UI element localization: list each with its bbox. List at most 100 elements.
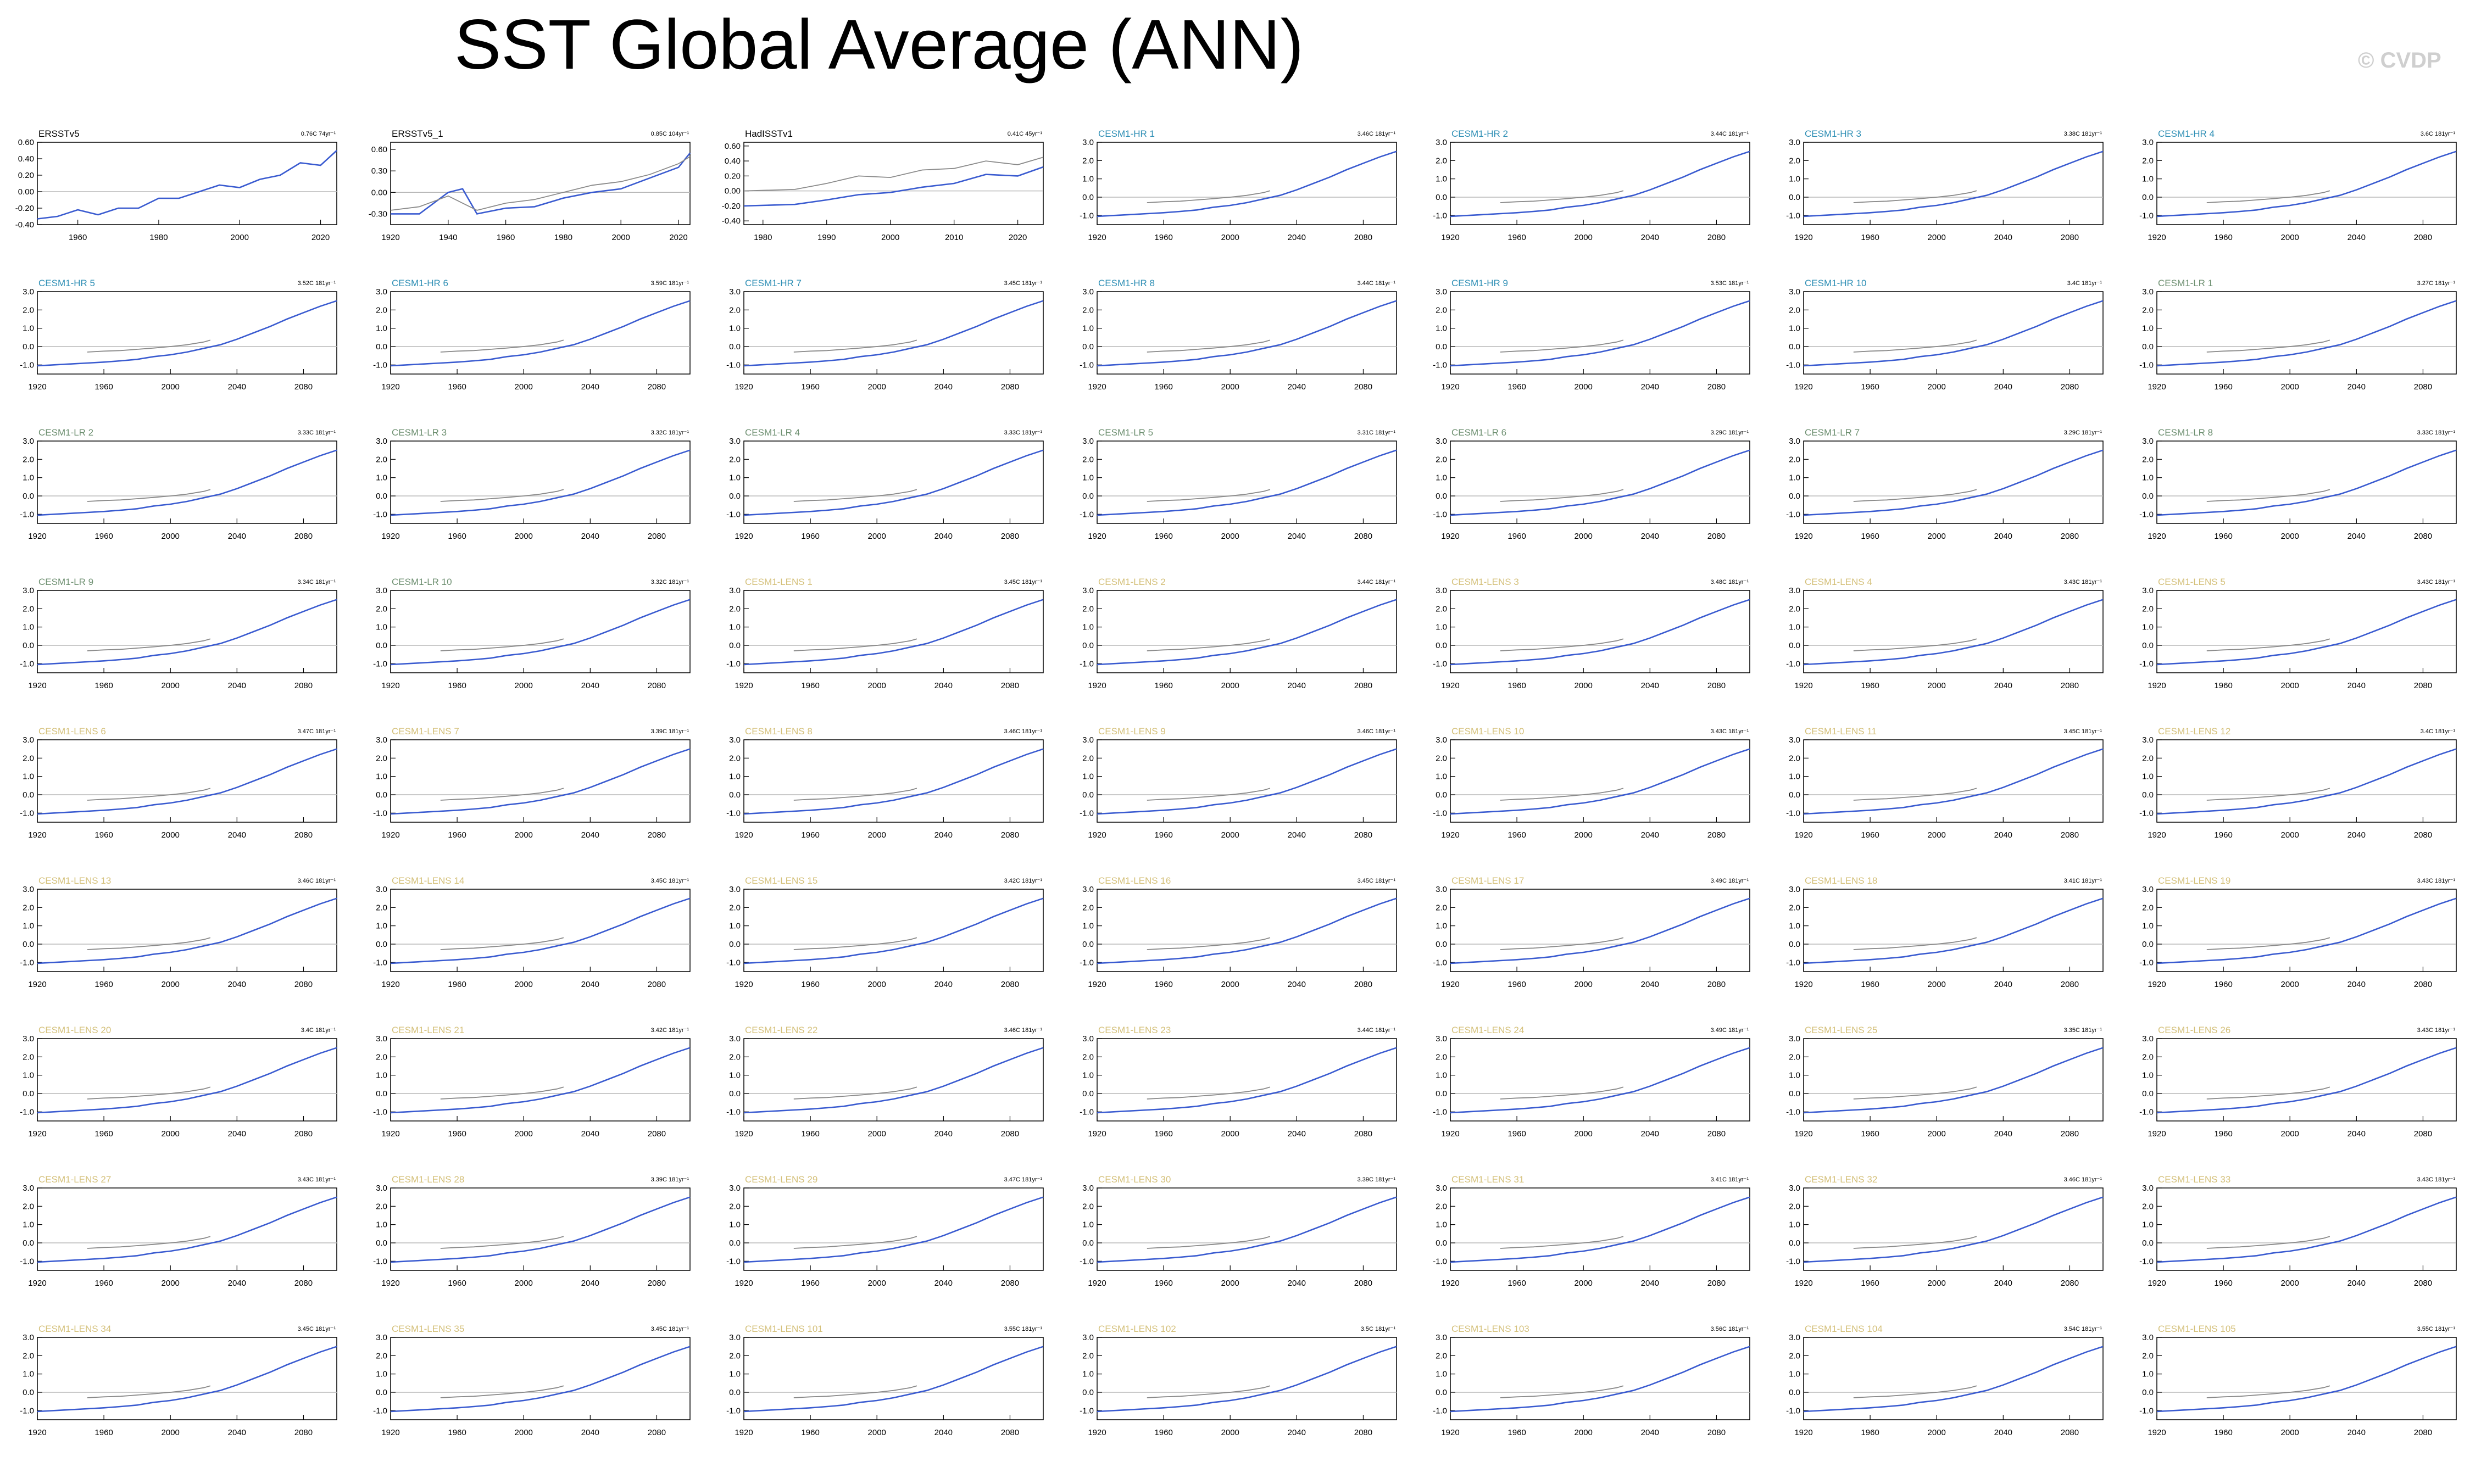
x-tick-label: 2040 xyxy=(1288,830,1306,840)
plot-frame xyxy=(37,590,337,673)
series-line xyxy=(1097,300,1397,367)
x-tick-label: 1920 xyxy=(1794,1428,1812,1437)
y-tick-label: -1.0 xyxy=(373,958,387,967)
y-tick-label: -1.0 xyxy=(1433,1107,1447,1117)
x-tick-label: 1960 xyxy=(1154,830,1172,840)
panel: CESM1-LENS 13 3.46C 181yr⁻¹ -1.0 0.0 1.0 2.0 3… xyxy=(20,875,337,989)
y-tick-label: 1.0 xyxy=(1436,623,1447,632)
panel-trend-label: 3.49C 181yr⁻¹ xyxy=(1711,878,1749,884)
panel-title: CESM1-LENS 22 xyxy=(745,1025,817,1035)
panel: CESM1-LR 6 3.29C 181yr⁻¹ -1.0 0.0 1.0 2.0 3.0 1… xyxy=(1433,427,1750,541)
y-tick-label: 2.0 xyxy=(23,1052,34,1062)
y-tick-label: -1.0 xyxy=(1786,808,1800,818)
y-tick-label: 1.0 xyxy=(376,473,387,483)
x-tick-label: 1960 xyxy=(94,1129,113,1139)
y-tick-label: 2.0 xyxy=(23,754,34,763)
y-tick-label: 2.0 xyxy=(1436,305,1447,315)
x-tick-label: 2040 xyxy=(2347,382,2366,392)
x-tick-label: 2080 xyxy=(1001,681,1019,690)
y-tick-label: 0.0 xyxy=(1789,492,1800,501)
y-tick-label: 2.0 xyxy=(23,455,34,464)
x-tick-label: 1960 xyxy=(94,1279,113,1288)
panel-title: CESM1-LENS 105 xyxy=(2158,1324,2236,1334)
x-tick-label: 2080 xyxy=(1707,1129,1726,1139)
panel: HadISSTv1 0.41C 45yr⁻¹ -0.40 -0.20 0.00 0.20 0… xyxy=(722,129,1044,242)
panel-trend-label: 3.48C 181yr⁻¹ xyxy=(1711,579,1749,585)
y-tick-label: -1.0 xyxy=(2139,211,2154,220)
x-tick-label: 1920 xyxy=(381,830,399,840)
x-tick-label: 2040 xyxy=(1288,681,1306,690)
y-tick-label: -1.0 xyxy=(1786,1107,1800,1117)
x-tick-label: 1960 xyxy=(1507,382,1526,392)
x-tick-label: 2000 xyxy=(2281,1279,2299,1288)
plot-frame xyxy=(1097,142,1397,225)
x-tick-label: 2000 xyxy=(515,1129,533,1139)
series-line xyxy=(743,1346,1044,1413)
x-tick-label: 2000 xyxy=(515,1428,533,1437)
x-tick-label: 2080 xyxy=(1001,382,1019,392)
plot-frame xyxy=(1803,590,2104,673)
x-tick-label: 2080 xyxy=(1001,980,1019,989)
panel-title: CESM1-LR 10 xyxy=(392,577,452,587)
x-tick-label: 1920 xyxy=(1794,532,1812,541)
panel-title: CESM1-HR 9 xyxy=(1451,278,1508,288)
x-tick-label: 2000 xyxy=(1221,1129,1239,1139)
y-tick-label: 2.0 xyxy=(729,754,741,763)
x-tick-label: 2040 xyxy=(1641,382,1659,392)
y-tick-label: -1.0 xyxy=(373,1107,387,1117)
x-tick-label: 2080 xyxy=(2061,1279,2079,1288)
plot-frame xyxy=(1803,1337,2104,1420)
y-tick-label: 1.0 xyxy=(1436,175,1447,184)
series-line xyxy=(1450,449,1750,516)
y-tick-label: -1.0 xyxy=(373,1406,387,1415)
series-line xyxy=(1097,748,1397,815)
series-line xyxy=(1097,897,1397,964)
y-tick-label: 0.0 xyxy=(1789,1089,1800,1098)
panel-trend-label: 3.46C 181yr⁻¹ xyxy=(1358,131,1396,137)
reference-line xyxy=(793,788,917,801)
y-tick-label: 3.0 xyxy=(376,437,387,446)
panel: CESM1-LENS 10 3.43C 181yr⁻¹ -1.0 0.0 1.0 2.0 3… xyxy=(1433,726,1750,840)
y-tick-label: 0.0 xyxy=(1789,342,1800,352)
y-tick-label: 2.0 xyxy=(1082,455,1094,464)
panel: CESM1-LENS 3 3.48C 181yr⁻¹ -1.0 0.0 1.0 2.0 3.… xyxy=(1433,577,1750,690)
panel-trend-label: 3.29C 181yr⁻¹ xyxy=(1711,429,1749,436)
y-tick-label: 0.0 xyxy=(2142,790,2154,800)
x-tick-label: 1920 xyxy=(1441,681,1459,690)
reference-line xyxy=(1147,638,1271,651)
panel: CESM1-LENS 29 3.47C 181yr⁻¹ -1.0 0.0 1.0 2.0 3… xyxy=(726,1174,1044,1288)
y-tick-label: -1.0 xyxy=(2139,1107,2154,1117)
series-line xyxy=(390,1346,691,1413)
x-tick-label: 2000 xyxy=(515,830,533,840)
y-tick-label: 2.0 xyxy=(1436,1052,1447,1062)
panel: CESM1-LENS 9 3.46C 181yr⁻¹ -1.0 0.0 1.0 2.0 3.… xyxy=(1080,726,1397,840)
panel-trend-label: 0.76C 74yr⁻¹ xyxy=(301,131,336,137)
x-tick-label: 2040 xyxy=(1994,233,2012,242)
panel-trend-label: 3.39C 181yr⁻¹ xyxy=(651,1176,689,1183)
panel: CESM1-LENS 35 3.45C 181yr⁻¹ -1.0 0.0 1.0 2.0 3… xyxy=(373,1324,691,1437)
x-tick-label: 2040 xyxy=(1641,681,1659,690)
reference-line xyxy=(440,638,564,651)
y-tick-label: 1.0 xyxy=(23,324,34,333)
y-tick-label: 1.0 xyxy=(1436,1071,1447,1080)
y-tick-label: 3.0 xyxy=(1082,1333,1094,1342)
panel: CESM1-LENS 20 3.4C 181yr⁻¹ -1.0 0.0 1.0 2.0 3.… xyxy=(20,1025,337,1139)
panel-trend-label: 3.4C 181yr⁻¹ xyxy=(301,1027,336,1034)
y-tick-label: -1.0 xyxy=(1786,958,1800,967)
y-tick-label: 0.00 xyxy=(18,187,34,197)
panel-title: CESM1-LENS 3 xyxy=(1451,577,1519,587)
y-tick-label: 3.0 xyxy=(23,287,34,297)
plot-frame xyxy=(1450,590,1750,673)
x-tick-label: 2080 xyxy=(294,532,313,541)
series-line xyxy=(1803,1196,2104,1263)
panel: CESM1-HR 4 3.6C 181yr⁻¹ -1.0 0.0 1.0 2.0 3.0 19… xyxy=(2139,129,2457,242)
panel-title: CESM1-LENS 28 xyxy=(392,1174,464,1185)
y-tick-label: -1.0 xyxy=(1080,510,1094,519)
panel-title: CESM1-LENS 11 xyxy=(1805,726,1877,737)
y-tick-label: -1.0 xyxy=(1786,1406,1800,1415)
x-tick-label: 1960 xyxy=(448,382,466,392)
y-tick-label: 3.0 xyxy=(729,437,741,446)
x-tick-label: 1960 xyxy=(801,532,819,541)
x-tick-label: 1980 xyxy=(554,233,572,242)
y-tick-label: 0.0 xyxy=(729,492,741,501)
